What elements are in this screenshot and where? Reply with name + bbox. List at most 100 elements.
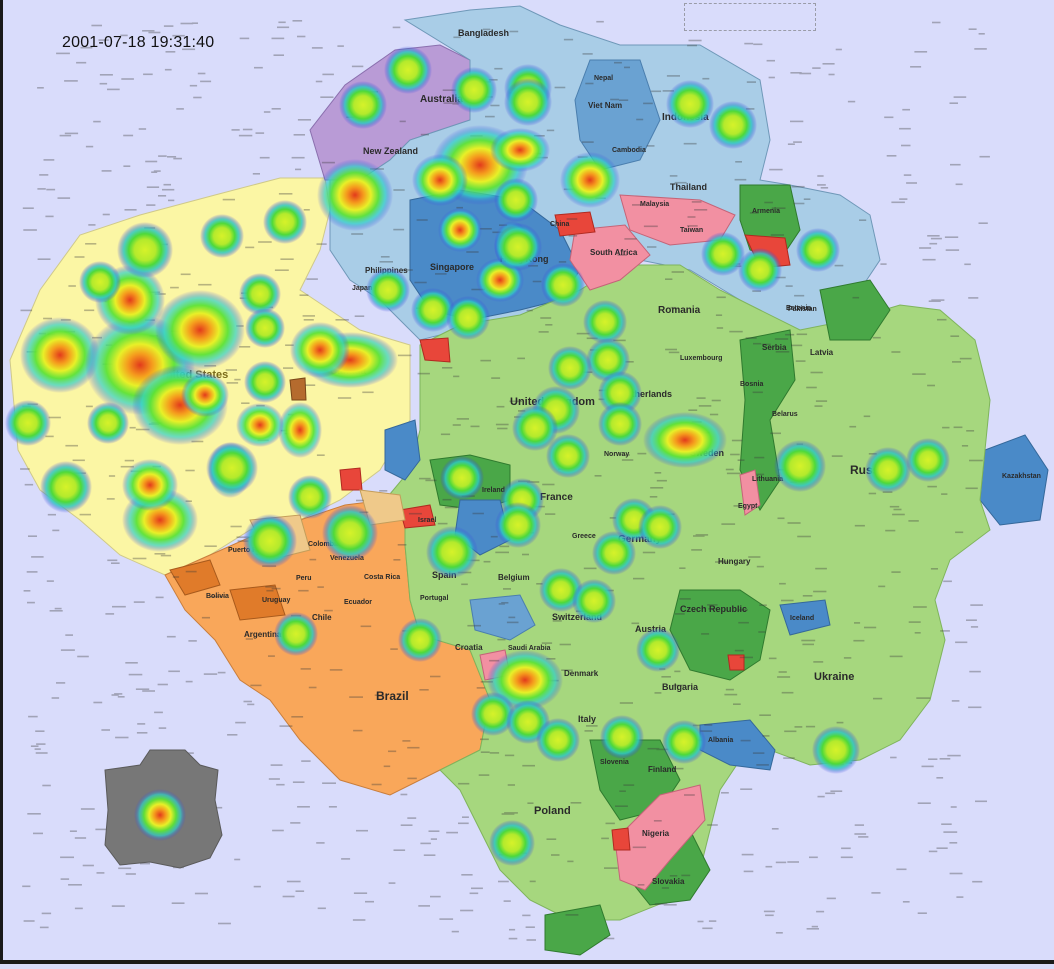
cell-marker — [522, 914, 531, 917]
cell-marker — [508, 937, 518, 940]
cell-marker — [193, 96, 202, 99]
cell-marker — [164, 68, 172, 71]
cell-marker — [101, 729, 110, 731]
cell-marker — [120, 465, 134, 468]
cell-marker — [88, 224, 96, 226]
label-finland: Finland — [648, 765, 677, 774]
cell-marker — [176, 108, 184, 110]
cell-marker — [668, 351, 680, 354]
cell-marker — [461, 874, 473, 876]
cell-marker — [642, 551, 656, 554]
cell-marker — [172, 34, 185, 37]
cell-marker — [443, 102, 458, 104]
cell-marker — [758, 631, 766, 633]
cell-marker — [37, 87, 44, 89]
cell-marker — [99, 82, 108, 85]
cell-marker — [797, 535, 811, 538]
cell-marker — [23, 229, 37, 231]
cell-marker — [80, 808, 95, 810]
cell-marker — [901, 144, 911, 147]
cell-marker — [917, 802, 931, 804]
cell-marker — [884, 116, 894, 119]
cell-marker — [335, 319, 349, 321]
label-egypt: Egypt — [738, 503, 758, 510]
cell-marker — [241, 402, 250, 404]
cell-marker — [239, 37, 250, 40]
cell-marker — [418, 905, 430, 907]
cell-marker — [936, 847, 948, 849]
cell-marker — [951, 700, 960, 702]
cell-marker — [417, 372, 430, 375]
heat-spot — [600, 715, 644, 759]
cell-marker — [975, 800, 987, 803]
cell-marker — [483, 560, 491, 563]
cell-marker — [495, 551, 509, 554]
region-red-1 — [554, 211, 596, 237]
cell-marker — [453, 36, 461, 39]
cell-marker — [49, 610, 63, 612]
cell-marker — [632, 846, 647, 849]
selection-box[interactable] — [684, 3, 816, 31]
cell-marker — [99, 74, 113, 76]
cell-marker — [118, 867, 132, 870]
cell-marker — [594, 475, 602, 477]
cell-marker — [775, 351, 790, 353]
cell-marker — [506, 621, 519, 624]
cell-marker — [781, 599, 794, 602]
cell-marker — [496, 405, 505, 408]
cell-marker — [942, 426, 950, 429]
cell-marker — [351, 233, 364, 235]
cell-marker — [480, 359, 491, 362]
cell-marker — [292, 781, 305, 783]
region-red-5 — [339, 467, 363, 491]
label-france: France — [540, 492, 573, 503]
cell-marker — [653, 820, 662, 822]
cell-marker — [51, 697, 60, 699]
cell-marker — [978, 222, 988, 224]
heat-blob-hot — [290, 322, 350, 378]
cell-marker — [337, 397, 352, 399]
cell-marker — [955, 641, 968, 644]
cell-marker — [871, 892, 881, 894]
label-czech-republic: Czech Republic — [680, 604, 747, 614]
cell-marker — [291, 156, 305, 159]
cell-marker — [687, 216, 696, 218]
label-pakistan: Pakistan — [788, 306, 817, 313]
heat-spot — [598, 371, 642, 415]
cell-marker — [631, 622, 640, 625]
cell-marker — [944, 236, 959, 238]
cell-marker — [279, 725, 293, 727]
cell-marker — [225, 369, 237, 371]
cell-marker — [811, 925, 818, 928]
cell-marker — [791, 185, 805, 188]
cell-marker — [125, 873, 136, 875]
cell-marker — [42, 784, 51, 787]
cell-marker — [744, 42, 754, 45]
cell-marker — [902, 901, 910, 903]
cell-marker — [265, 586, 275, 588]
cell-marker — [546, 129, 555, 132]
cell-marker — [298, 589, 309, 592]
label-netherlands: Netherlands — [620, 389, 672, 399]
cell-marker — [729, 330, 743, 333]
cell-marker — [604, 867, 618, 869]
cell-marker — [688, 39, 702, 42]
cell-marker — [802, 643, 814, 646]
cell-marker — [671, 271, 684, 273]
cell-marker — [222, 198, 235, 201]
label-taiwan: Taiwan — [680, 227, 703, 234]
cell-marker — [158, 195, 167, 197]
inset-region[interactable] — [104, 749, 223, 869]
cell-marker — [245, 246, 255, 249]
heat-spot — [638, 505, 682, 549]
cell-marker — [567, 860, 574, 863]
cell-marker — [695, 534, 709, 536]
cell-marker — [111, 562, 120, 564]
cell-marker — [292, 20, 303, 22]
label-vietnam: Viet Nam — [588, 101, 622, 110]
cell-marker — [864, 626, 877, 629]
cell-marker — [756, 764, 769, 766]
cell-marker — [889, 655, 903, 658]
cell-marker — [545, 513, 556, 515]
